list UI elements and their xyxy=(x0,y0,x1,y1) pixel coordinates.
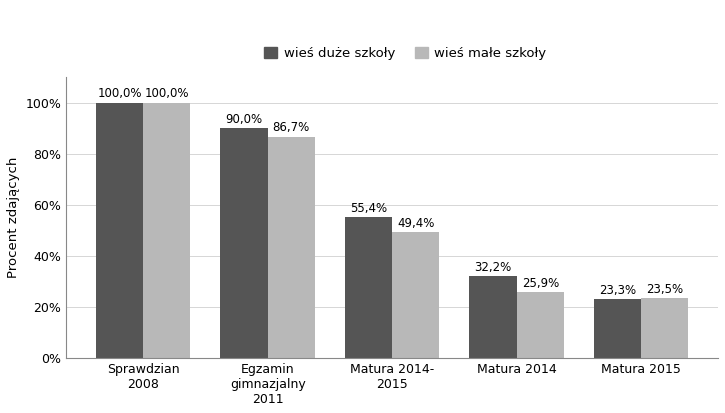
Text: 23,3%: 23,3% xyxy=(599,284,636,297)
Bar xyxy=(220,128,268,358)
Text: 23,5%: 23,5% xyxy=(646,283,684,296)
Bar xyxy=(594,299,641,358)
Text: 86,7%: 86,7% xyxy=(273,121,310,135)
Text: 25,9%: 25,9% xyxy=(522,277,559,290)
Y-axis label: Procent zdających: Procent zdających xyxy=(7,157,20,278)
Bar xyxy=(469,276,517,358)
Legend: wieś duże szkoły, wieś małe szkoły: wieś duże szkoły, wieś małe szkoły xyxy=(259,41,552,65)
Bar xyxy=(268,137,315,358)
Text: 100,0%: 100,0% xyxy=(97,88,142,100)
Bar xyxy=(517,292,564,358)
Bar xyxy=(641,298,689,358)
Text: 49,4%: 49,4% xyxy=(397,217,434,230)
Text: 32,2%: 32,2% xyxy=(474,261,512,274)
Text: 55,4%: 55,4% xyxy=(350,202,387,214)
Bar xyxy=(345,216,392,358)
Bar xyxy=(143,102,191,358)
Text: 90,0%: 90,0% xyxy=(225,113,262,126)
Bar xyxy=(96,102,143,358)
Bar xyxy=(392,232,439,358)
Text: 100,0%: 100,0% xyxy=(144,88,189,100)
